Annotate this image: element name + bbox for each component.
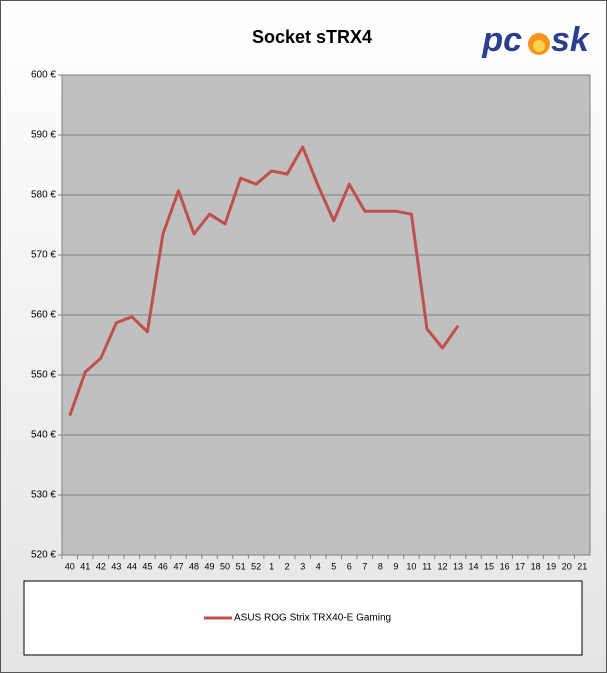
- x-tick-label: 1: [269, 561, 274, 571]
- x-tick-label: 2: [285, 561, 290, 571]
- y-tick-label: 530 €: [31, 490, 56, 501]
- x-tick-label: 51: [236, 561, 246, 571]
- logo-left: pc: [481, 21, 522, 59]
- logo-flame-core: [533, 40, 545, 52]
- x-tick-label: 40: [65, 561, 75, 571]
- logo: pc sk: [481, 21, 591, 59]
- y-tick-label: 570 €: [31, 250, 56, 261]
- x-tick-label: 48: [189, 561, 199, 571]
- x-tick-label: 10: [406, 561, 416, 571]
- y-tick-label: 590 €: [31, 130, 56, 141]
- x-tick-label: 12: [437, 561, 447, 571]
- x-tick-label: 6: [347, 561, 352, 571]
- legend: [23, 580, 583, 656]
- x-tick-label: 46: [158, 561, 168, 571]
- x-tick-label: 17: [515, 561, 525, 571]
- legend-label: ASUS ROG Strix TRX40-E Gaming: [234, 613, 391, 624]
- x-tick-label: 18: [531, 561, 541, 571]
- x-tick-label: 8: [378, 561, 383, 571]
- y-tick-label: 560 €: [31, 310, 56, 321]
- x-tick-label: 50: [220, 561, 230, 571]
- x-tick-label: 21: [577, 561, 587, 571]
- x-tick-label: 43: [111, 561, 121, 571]
- x-tick-label: 45: [142, 561, 152, 571]
- chart-title: Socket sTRX4: [252, 27, 372, 47]
- series-line: [68, 145, 460, 417]
- x-tick-label: 47: [173, 561, 183, 571]
- x-tick-label: 41: [80, 561, 90, 571]
- x-tick-label: 9: [393, 561, 398, 571]
- y-tick-label: 540 €: [31, 430, 56, 441]
- x-tick-label: 11: [422, 561, 431, 571]
- x-tick-label: 7: [362, 561, 367, 571]
- x-tick-label: 5: [331, 561, 336, 571]
- x-tick-label: 19: [546, 561, 556, 571]
- y-tick-label: 520 €: [31, 550, 56, 561]
- x-tick-label: 44: [127, 561, 137, 571]
- y-tick-label: 600 €: [31, 70, 56, 81]
- x-tick-label: 42: [96, 561, 106, 571]
- logo-right: sk: [551, 21, 591, 59]
- x-tick-label: 16: [500, 561, 510, 571]
- x-tick-label: 14: [469, 561, 479, 571]
- x-tick-label: 52: [251, 561, 261, 571]
- y-tick-label: 580 €: [31, 190, 56, 201]
- x-tick-label: 4: [316, 561, 321, 571]
- x-tick-label: 3: [300, 561, 305, 571]
- y-tick-label: 550 €: [31, 370, 56, 381]
- x-tick-label: 49: [205, 561, 215, 571]
- x-tick-label: 13: [453, 561, 463, 571]
- x-tick-label: 20: [562, 561, 572, 571]
- x-tick-label: 15: [484, 561, 494, 571]
